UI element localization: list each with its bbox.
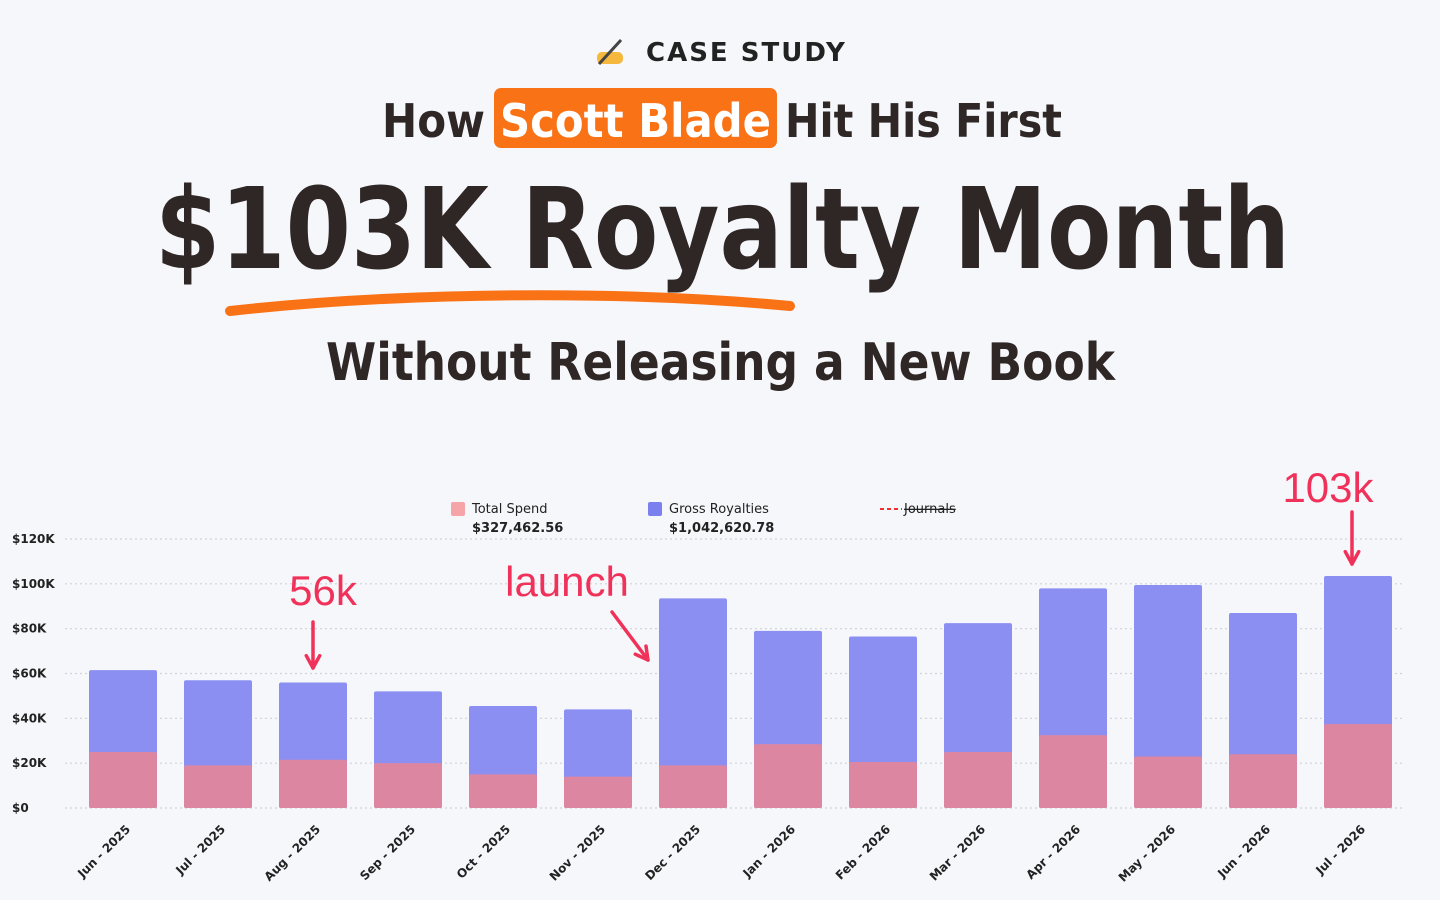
x-tick-label: Dec - 2025 <box>642 822 703 883</box>
bar <box>659 598 727 808</box>
legend-total: $1,042,620.78 <box>669 521 774 536</box>
underline <box>225 290 795 316</box>
x-tick-label: Jul - 2025 <box>172 822 228 878</box>
bar <box>1039 735 1107 808</box>
legend-label: Gross Royalties <box>669 502 769 517</box>
x-tick-label: Nov - 2025 <box>547 822 608 883</box>
legend-swatch <box>451 502 465 516</box>
annotation: 103k <box>1282 464 1374 511</box>
x-tick-label: Feb - 2026 <box>833 822 893 882</box>
pencil-icon <box>597 38 623 66</box>
x-tick-label: Sep - 2025 <box>357 822 418 883</box>
x-tick-label: Jun - 2025 <box>74 822 133 881</box>
y-tick-label: $80K <box>12 622 47 636</box>
bar <box>279 759 347 808</box>
x-tick-label: Jan - 2026 <box>740 822 799 881</box>
case-study-label: CASE STUDY <box>646 38 847 68</box>
subtitle: Without Releasing a New Book <box>326 333 1116 393</box>
annotation: 56k <box>289 567 358 614</box>
x-tick-label: Aug - 2025 <box>261 822 323 884</box>
x-tick-label: Apr - 2026 <box>1023 822 1083 882</box>
bar <box>944 751 1012 808</box>
y-tick-label: $40K <box>12 711 47 725</box>
x-tick-label: May - 2026 <box>1116 822 1178 884</box>
annotation: launch <box>505 558 629 605</box>
headline-name: Scott Blade <box>500 94 771 148</box>
bar <box>469 774 537 808</box>
legend-total: $327,462.56 <box>472 521 563 536</box>
y-tick-label: $0 <box>12 801 29 815</box>
headline-part: How <box>382 94 485 148</box>
y-tick-label: $60K <box>12 667 47 681</box>
headline-part: Hit His First <box>785 94 1062 148</box>
x-tick-label: Jul - 2026 <box>1312 822 1368 878</box>
name-highlight <box>494 88 777 148</box>
legend-label: Journals <box>903 502 956 517</box>
bar <box>374 763 442 808</box>
y-tick-label: $100K <box>12 577 55 591</box>
bar <box>849 762 917 808</box>
x-tick-label: Jun - 2026 <box>1214 822 1273 881</box>
main-title: $103K Royalty Month <box>155 165 1290 295</box>
annotation-arrow <box>610 610 650 662</box>
bar <box>1324 723 1392 808</box>
annotation-arrowhead <box>1343 549 1361 566</box>
legend-swatch <box>648 502 662 516</box>
bar <box>564 776 632 808</box>
x-tick-label: Mar - 2026 <box>927 822 988 883</box>
bar <box>754 744 822 808</box>
bar <box>1134 756 1202 808</box>
y-tick-label: $20K <box>12 756 47 770</box>
annotation-arrowhead <box>633 644 650 662</box>
x-tick-label: Oct - 2025 <box>454 822 513 881</box>
bar <box>659 765 727 808</box>
bar <box>89 751 157 808</box>
bar <box>1229 754 1297 808</box>
bar <box>1134 584 1202 808</box>
legend-label: Total Spend <box>471 502 548 517</box>
annotation-arrowhead <box>304 653 322 670</box>
bar <box>184 765 252 808</box>
chart: $0 $20K $40K $60K $80K $100K $120K Jun - 2025 Ju… <box>12 464 1405 885</box>
y-tick-label: $120K <box>12 532 55 546</box>
